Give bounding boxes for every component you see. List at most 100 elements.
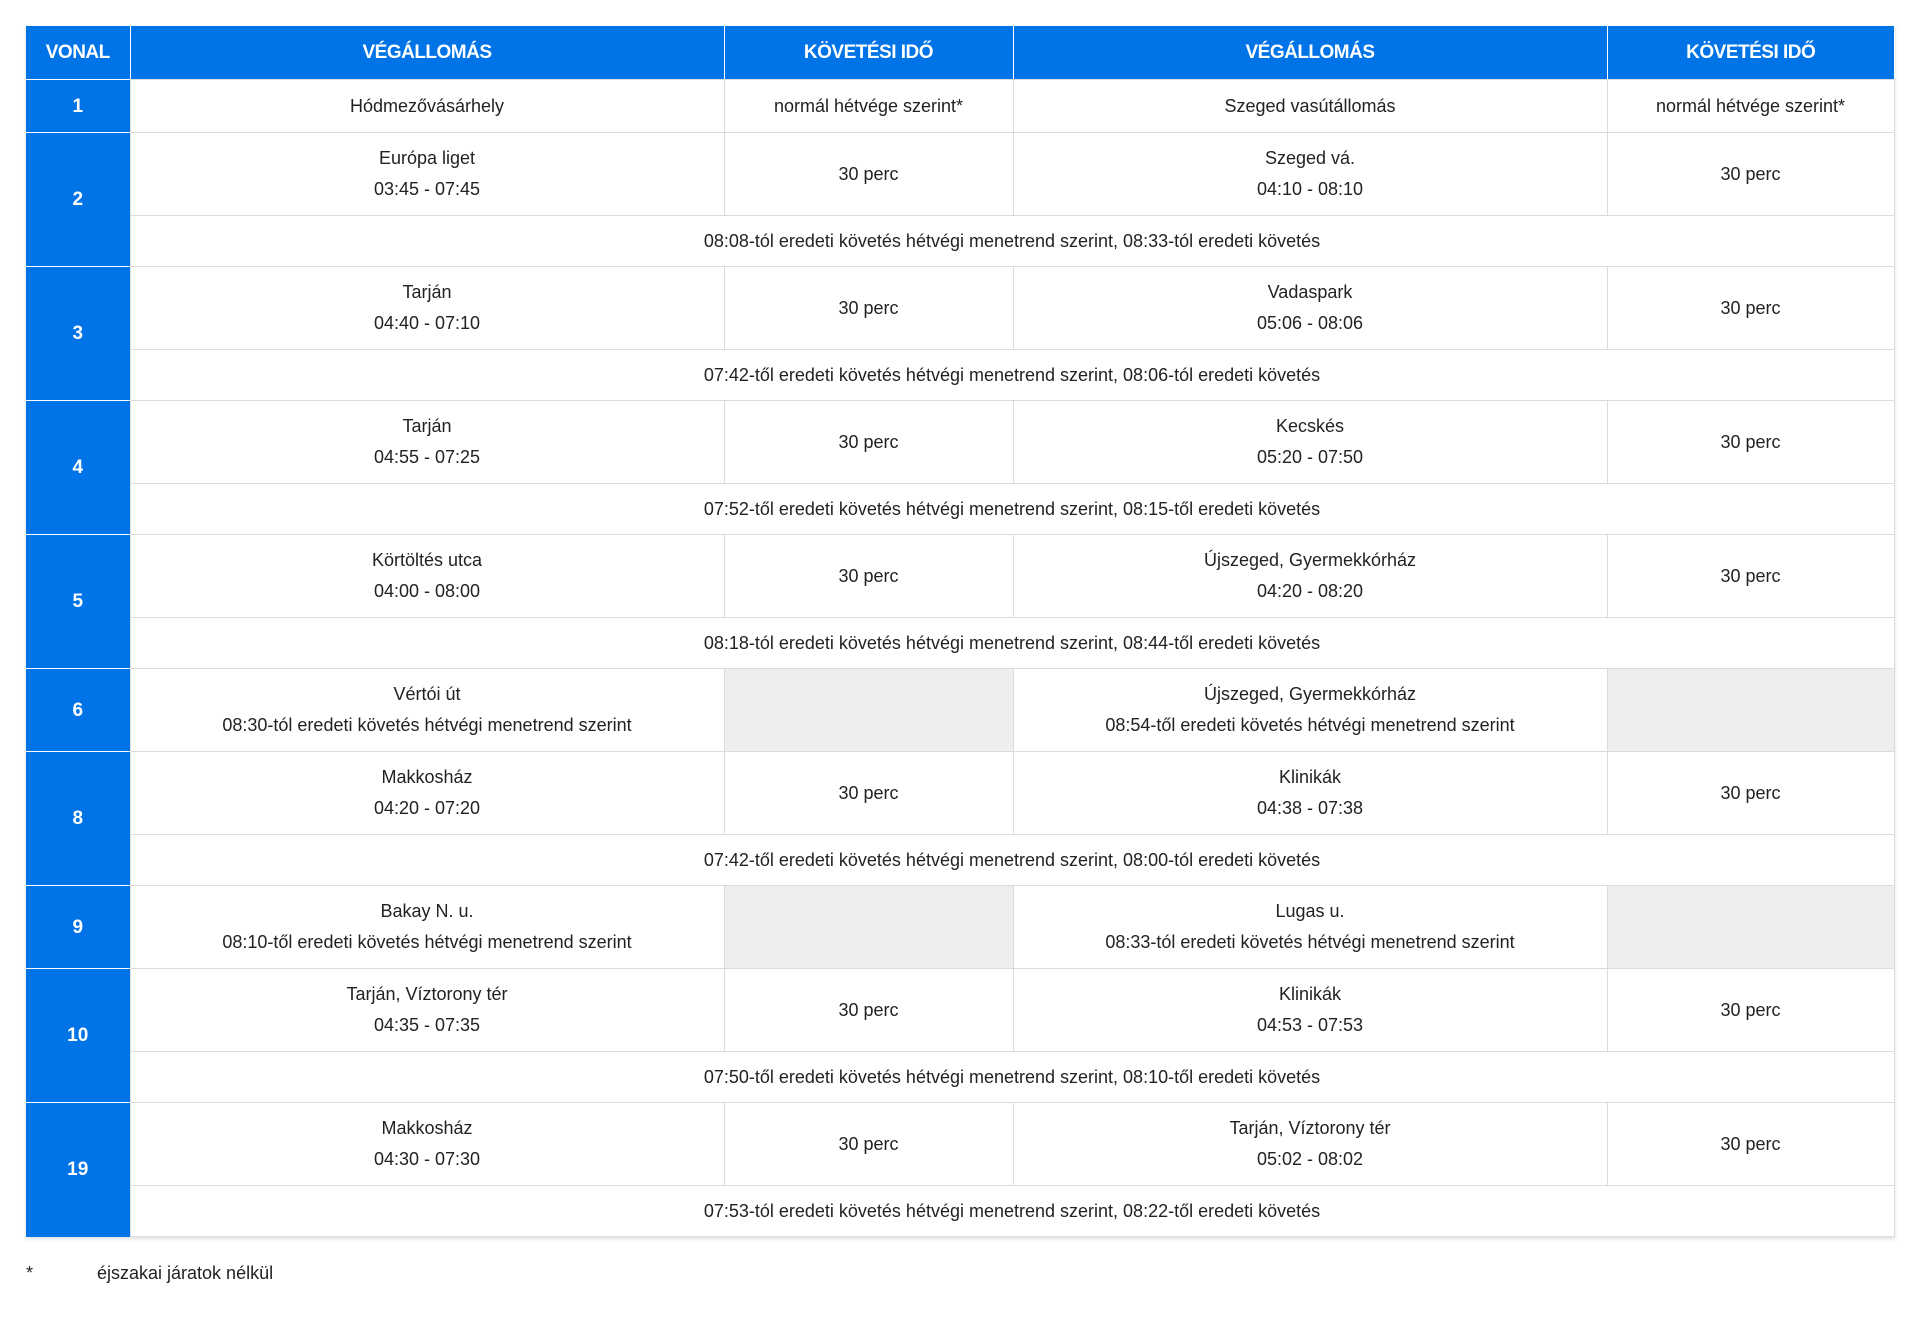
- header-row: VONAL VÉGÁLLOMÁS KÖVETÉSI IDŐ VÉGÁLLOMÁS…: [26, 26, 1894, 80]
- interval-a: normál hétvége szerint*: [723, 79, 1014, 133]
- terminus-b: Lugas u. 08:33-tól eredeti követés hétvég…: [1012, 885, 1608, 969]
- terminus-name: Szeged vá.: [1264, 148, 1356, 168]
- table-row: 10 Tarján, Víztorony tér 04:35 - 07:35 30 p…: [26, 968, 1895, 1103]
- header-line: VONAL: [26, 26, 130, 80]
- line-number: 5: [26, 534, 130, 669]
- line-number: 8: [26, 751, 130, 886]
- terminus-name: Európa liget: [378, 148, 476, 168]
- terminus-name: Kecskés: [1275, 416, 1345, 436]
- terminus-a: Körtöltés utca 04:00 - 08:00: [129, 534, 725, 618]
- terminus-b: Újszeged, Gyermekkórház 04:20 - 08:20: [1012, 534, 1608, 618]
- table-body: 1 Hódmezővásárhely normál hétvége szerint*…: [26, 79, 1895, 1237]
- terminus-time: 04:38 - 07:38: [1256, 798, 1364, 818]
- terminus-name: Klinikák: [1278, 767, 1342, 787]
- header-terminus-a: VÉGÁLLOMÁS: [129, 26, 724, 80]
- terminus-name: Vértói út: [393, 684, 461, 704]
- terminus-time: 08:30-tól eredeti követés hétvégi menetr…: [222, 715, 632, 735]
- terminus-time: 04:20 - 07:20: [373, 798, 481, 818]
- terminus-time: 08:33-tól eredeti követés hétvégi menetr…: [1105, 932, 1515, 952]
- interval-b: 30 perc: [1606, 266, 1895, 350]
- interval-a: [723, 885, 1014, 969]
- terminus-b: Szeged vá. 04:10 - 08:10: [1012, 132, 1608, 216]
- terminus-b: Újszeged, Gyermekkórház 08:54-től eredeti…: [1012, 668, 1608, 752]
- row-note: 07:42-től eredeti követés hétvégi menetr…: [129, 349, 1895, 401]
- note-row: 07:42-től eredeti követés hétvégi menetr…: [26, 349, 1895, 401]
- terminus-a: Európa liget 03:45 - 07:45: [129, 132, 725, 216]
- row-note: 07:53-tól eredeti követés hétvégi menetr…: [129, 1185, 1895, 1237]
- line-number: 6: [26, 668, 130, 752]
- terminus-a: Tarján 04:40 - 07:10: [129, 266, 725, 350]
- interval-b: 30 perc: [1606, 1102, 1895, 1186]
- terminus-b: Kecskés 05:20 - 07:50: [1012, 400, 1608, 484]
- interval-b: 30 perc: [1606, 534, 1895, 618]
- table-row: 5 Körtöltés utca 04:00 - 08:00 30 perc Újsze…: [26, 534, 1895, 669]
- terminus-time: 04:55 - 07:25: [373, 447, 481, 467]
- footnote-mark: *: [26, 1263, 34, 1283]
- terminus-time: 04:35 - 07:35: [373, 1015, 481, 1035]
- interval-b: 30 perc: [1606, 400, 1895, 484]
- interval-b: [1606, 668, 1895, 752]
- terminus-b: Klinikák 04:38 - 07:38: [1012, 751, 1608, 835]
- header-terminus-b: VÉGÁLLOMÁS: [1012, 26, 1607, 80]
- terminus-name: Tarján, Víztorony tér: [346, 984, 508, 1004]
- footnote-text: éjszakai járatok nélkül: [97, 1263, 274, 1283]
- terminus-time: 03:45 - 07:45: [373, 179, 481, 199]
- interval-a: 30 perc: [723, 534, 1014, 618]
- interval-a: 30 perc: [723, 1102, 1014, 1186]
- note-row: 07:42-től eredeti követés hétvégi menetr…: [26, 834, 1895, 886]
- terminus-time: 08:54-től eredeti követés hétvégi menetr…: [1105, 715, 1515, 735]
- terminus-a: Hódmezővásárhely: [129, 79, 725, 133]
- terminus-a: Vértói út 08:30-tól eredeti követés hétvé…: [129, 668, 725, 752]
- line-number: 4: [26, 400, 130, 535]
- row-note: 07:42-től eredeti követés hétvégi menetr…: [129, 834, 1895, 886]
- line-number: 19: [26, 1102, 130, 1237]
- table-row: 6 Vértói út 08:30-tól eredeti követés hétv…: [26, 668, 1895, 752]
- note-row: 07:50-től eredeti követés hétvégi menetr…: [26, 1051, 1895, 1103]
- terminus-a: Makkosház 04:20 - 07:20: [129, 751, 725, 835]
- terminus-time: 04:20 - 08:20: [1256, 581, 1364, 601]
- terminus-a: Bakay N. u. 08:10-től eredeti követés hét…: [129, 885, 725, 969]
- terminus-name: Klinikák: [1278, 984, 1342, 1004]
- terminus-name: Szeged vasútállomás: [1224, 95, 1396, 116]
- line-number: 1: [26, 79, 130, 133]
- interval-a: 30 perc: [723, 266, 1014, 350]
- interval-a: 30 perc: [723, 132, 1014, 216]
- table-row: 9 Bakay N. u. 08:10-től eredeti követés hé…: [26, 885, 1895, 969]
- row-note: 08:08-tól eredeti követés hétvégi menetr…: [129, 215, 1895, 267]
- terminus-b: Szeged vasútállomás: [1012, 79, 1608, 133]
- table-row: 1 Hódmezővásárhely normál hétvége szerint*…: [26, 79, 1895, 133]
- terminus-name: Vadaspark: [1267, 282, 1353, 302]
- terminus-time: 04:10 - 08:10: [1256, 179, 1364, 199]
- terminus-time: 04:40 - 07:10: [373, 313, 481, 333]
- interval-a: 30 perc: [723, 968, 1014, 1052]
- terminus-name: Újszeged, Gyermekkórház: [1203, 684, 1417, 704]
- note-row: 07:52-től eredeti követés hétvégi menetr…: [26, 483, 1895, 535]
- terminus-name: Makkosház: [381, 767, 473, 787]
- terminus-time: 05:02 - 08:02: [1256, 1149, 1364, 1169]
- terminus-name: Bakay N. u.: [380, 901, 474, 921]
- terminus-time: 04:30 - 07:30: [373, 1149, 481, 1169]
- terminus-a: Makkosház 04:30 - 07:30: [129, 1102, 725, 1186]
- terminus-time: 05:06 - 08:06: [1256, 313, 1364, 333]
- note-row: 07:53-tól eredeti követés hétvégi menetr…: [26, 1185, 1895, 1237]
- interval-a: [723, 668, 1014, 752]
- terminus-b: Tarján, Víztorony tér 05:02 - 08:02: [1012, 1102, 1608, 1186]
- table-row: 19 Makkosház 04:30 - 07:30 30 perc Tarján, V…: [26, 1102, 1895, 1237]
- header-interval-b: KÖVETÉSI IDŐ: [1606, 26, 1894, 80]
- note-row: 08:18-tól eredeti követés hétvégi menetr…: [26, 617, 1895, 669]
- line-number: 9: [26, 885, 130, 969]
- line-number: 3: [26, 266, 130, 401]
- terminus-b: Klinikák 04:53 - 07:53: [1012, 968, 1608, 1052]
- header-interval-a: KÖVETÉSI IDŐ: [723, 26, 1013, 80]
- table-row: 8 Makkosház 04:20 - 07:20 30 perc Klinikák 04…: [26, 751, 1895, 886]
- terminus-time: 08:10-től eredeti követés hétvégi menetr…: [222, 932, 632, 952]
- terminus-name: Tarján, Víztorony tér: [1229, 1118, 1391, 1138]
- terminus-name: Újszeged, Gyermekkórház: [1203, 550, 1417, 570]
- interval-b: normál hétvége szerint*: [1606, 79, 1895, 133]
- table-row: 2 Európa liget 03:45 - 07:45 30 perc Szeged …: [26, 132, 1895, 267]
- note-row: 08:08-tól eredeti követés hétvégi menetr…: [26, 215, 1895, 267]
- terminus-name: Tarján: [402, 282, 452, 302]
- schedule-table: VONAL VÉGÁLLOMÁS KÖVETÉSI IDŐ VÉGÁLLOMÁS…: [26, 26, 1895, 1237]
- row-note: 07:52-től eredeti követés hétvégi menetr…: [129, 483, 1895, 535]
- table-row: 4 Tarján 04:55 - 07:25 30 perc Kecskés 05:20 …: [26, 400, 1895, 535]
